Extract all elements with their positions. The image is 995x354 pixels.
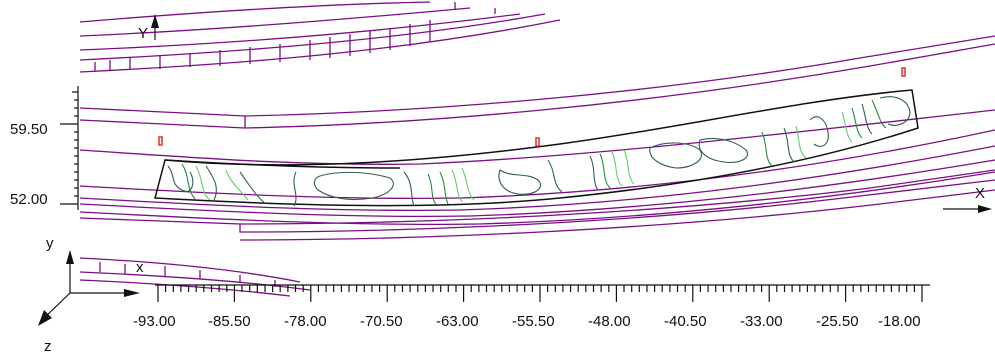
bottom-ruler-tick-label: -48.00 bbox=[588, 313, 631, 330]
bottom-ruler-tick-label: -63.00 bbox=[436, 313, 479, 330]
bottom-ruler-tick-label: -33.00 bbox=[740, 313, 783, 330]
bottom-ruler-minor-ticks bbox=[157, 285, 923, 302]
ucs-icon: y x z bbox=[38, 235, 144, 354]
bottom-ruler-tick-label: -55.50 bbox=[512, 313, 555, 330]
ucs-y-label: y bbox=[46, 235, 54, 252]
x-arrow-icon bbox=[978, 205, 992, 213]
ucs-y-arrow-icon bbox=[66, 250, 74, 264]
contour-lines bbox=[167, 96, 911, 207]
bottom-ruler: -93.00 -85.50 -78.00 -70.50 -63.00 -55.5… bbox=[133, 284, 930, 330]
left-ruler: 59.50 52.00 bbox=[10, 86, 79, 210]
bottom-ruler-tick-label: -18.00 bbox=[878, 313, 921, 330]
main-road bbox=[79, 35, 995, 241]
survey-marker-icon bbox=[158, 136, 163, 146]
world-x-axis: X bbox=[943, 185, 992, 213]
bottom-ruler-tick-label: -40.50 bbox=[664, 313, 707, 330]
survey-markers[interactable] bbox=[158, 67, 906, 147]
upper-road bbox=[79, 1, 561, 73]
survey-strip[interactable] bbox=[154, 89, 919, 207]
bottom-ruler-tick-label: -78.00 bbox=[284, 313, 327, 330]
left-ruler-tick-label: 52.00 bbox=[10, 191, 48, 208]
bottom-ruler-tick-label: -93.00 bbox=[133, 313, 176, 330]
bottom-ruler-tick-label: -85.50 bbox=[208, 313, 251, 330]
upper-road-hatching bbox=[94, 2, 496, 72]
world-y-axis: Y bbox=[138, 14, 159, 42]
y-arrow-icon bbox=[151, 14, 159, 28]
ucs-x-label: x bbox=[136, 259, 144, 276]
left-ruler-tick-label: 59.50 bbox=[10, 121, 48, 138]
ucs-x-arrow-icon bbox=[124, 289, 140, 297]
bottom-ruler-tick-label: -70.50 bbox=[360, 313, 403, 330]
world-x-label: X bbox=[975, 185, 985, 202]
bottom-ruler-tick-label: -25.50 bbox=[816, 313, 859, 330]
lower-road bbox=[79, 257, 311, 297]
survey-marker-icon bbox=[901, 67, 906, 77]
survey-marker-icon bbox=[535, 137, 540, 147]
ucs-z-label: z bbox=[44, 338, 52, 354]
world-y-label: Y bbox=[138, 25, 148, 42]
ucs-z-arrow-icon bbox=[38, 310, 52, 326]
